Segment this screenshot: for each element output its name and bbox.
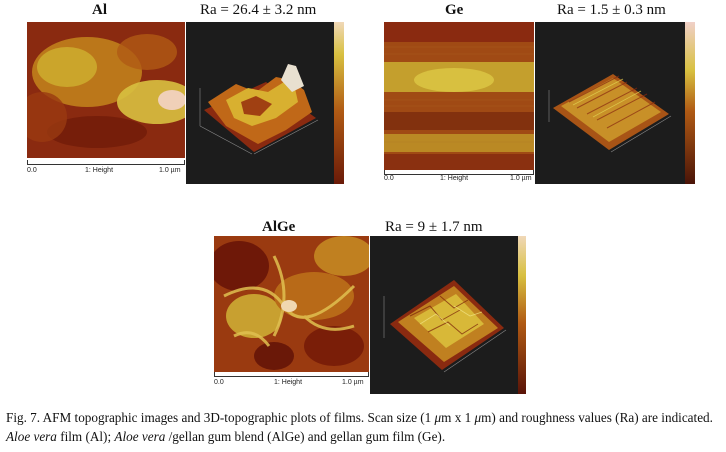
color-scale-ge xyxy=(685,22,695,184)
scale-start: 0.0 xyxy=(214,379,224,386)
scale-end: 1.0 µm xyxy=(342,379,364,386)
color-scale-al xyxy=(334,22,344,184)
caption-mu: μ xyxy=(434,410,442,425)
roughness-label-alge: Ra = 9 ± 1.7 nm xyxy=(385,219,483,235)
roughness-label-ge: Ra = 1.5 ± 0.3 nm xyxy=(557,2,666,18)
scale-end: 1.0 µm xyxy=(159,167,181,174)
scale-line xyxy=(27,164,185,165)
scale-bar-alge: 0.0 1: Height 1.0 µm xyxy=(214,372,369,386)
scale-end: 1.0 µm xyxy=(510,175,532,182)
afm-3d-plot-ge xyxy=(535,22,685,184)
scale-tick xyxy=(533,170,534,174)
afm-3d-plot-alge xyxy=(370,236,518,394)
color-scale-alge xyxy=(518,236,526,394)
caption-text: film (Al); xyxy=(56,429,115,444)
scale-tick xyxy=(384,170,385,174)
scale-mid: 1: Height xyxy=(274,379,303,386)
panel-label-alge: AlGe xyxy=(262,219,296,235)
panel-label-ge: Ge xyxy=(445,2,464,18)
scale-tick xyxy=(27,160,28,164)
caption-text: m) and roughness values (Ra) are indicat… xyxy=(481,410,713,425)
afm-3d-plot-al xyxy=(186,22,334,184)
scale-bar-al: 0.0 1: Height 1.0 µm xyxy=(27,160,185,174)
scale-line xyxy=(214,376,369,377)
caption-text: m x 1 xyxy=(441,410,475,425)
afm-topographic-image-al xyxy=(27,22,185,158)
caption-mu: μ xyxy=(474,410,482,425)
caption-text: Fig. 7. AFM topographic images and 3D-to… xyxy=(6,410,435,425)
scale-mid: 1: Height xyxy=(85,167,114,174)
afm-topographic-image-alge xyxy=(214,236,369,372)
afm-topographic-image-ge xyxy=(384,22,534,170)
scale-line xyxy=(384,174,534,175)
roughness-label-al: Ra = 26.4 ± 3.2 nm xyxy=(200,2,317,18)
caption-species: Aloe vera xyxy=(114,429,166,444)
caption-text: /gellan gum blend (AlGe) and gellan gum … xyxy=(165,429,446,444)
caption-species: Aloe vera xyxy=(6,429,57,444)
scale-start: 0.0 xyxy=(27,167,37,174)
scale-tick xyxy=(184,160,185,164)
scale-mid: 1: Height xyxy=(440,175,469,182)
scale-start: 0.0 xyxy=(384,175,394,182)
scale-tick xyxy=(214,372,215,376)
figure-caption: Fig. 7. AFM topographic images and 3D-to… xyxy=(6,408,722,446)
scale-bar-ge: 0.0 1: Height 1.0 µm xyxy=(384,170,534,182)
scale-tick xyxy=(368,372,369,376)
panel-label-al: Al xyxy=(92,2,107,18)
